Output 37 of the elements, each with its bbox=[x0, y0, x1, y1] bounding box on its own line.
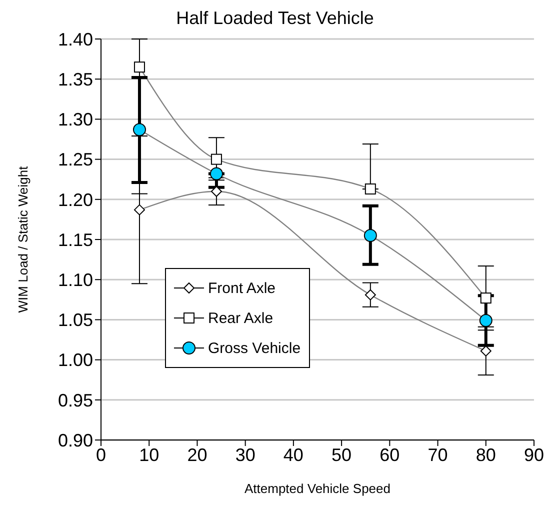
y-tick-label: 1.30 bbox=[58, 110, 93, 130]
chart-title: Half Loaded Test Vehicle bbox=[176, 8, 374, 28]
point bbox=[134, 62, 145, 73]
x-tick-label: 70 bbox=[428, 444, 448, 465]
point bbox=[132, 123, 146, 136]
x-tick-label: 10 bbox=[139, 444, 160, 465]
y-tick-label: 1.40 bbox=[58, 29, 93, 50]
y-tick-label: 1.20 bbox=[58, 190, 93, 210]
x-tick-label: 90 bbox=[524, 444, 544, 465]
y-tick-label: 1.15 bbox=[58, 230, 93, 250]
point bbox=[364, 183, 376, 194]
y-tick-label: 1.05 bbox=[58, 310, 93, 330]
x-tick-label: 50 bbox=[332, 444, 352, 465]
point bbox=[364, 228, 377, 242]
point bbox=[210, 186, 222, 197]
x-tick-label: 80 bbox=[476, 444, 496, 465]
legend-label: Front Axle bbox=[208, 280, 276, 296]
x-tick-label: 30 bbox=[235, 444, 256, 465]
x-tick-label: 60 bbox=[380, 444, 400, 465]
legend-label: Rear Axle bbox=[208, 310, 274, 326]
point bbox=[479, 314, 492, 327]
point bbox=[210, 167, 223, 180]
point bbox=[210, 154, 222, 165]
y-tick-label: 1.10 bbox=[58, 270, 93, 290]
point bbox=[364, 289, 376, 300]
x-tick-label: 0 bbox=[96, 444, 106, 465]
y-tick-label: 0.95 bbox=[58, 390, 93, 410]
y-tick-label: 0.90 bbox=[58, 430, 93, 450]
legend-label: Gross Vehicle bbox=[208, 340, 301, 356]
y-tick-label: 1.25 bbox=[58, 150, 93, 170]
y-axis-title: WIM Load / Static Weight bbox=[16, 166, 31, 313]
y-tick-label: 1.00 bbox=[58, 350, 93, 370]
x-tick-label: 40 bbox=[283, 444, 304, 465]
x-tick-label: 20 bbox=[187, 444, 208, 465]
x-axis-title: Attempted Vehicle Speed bbox=[244, 481, 390, 496]
y-tick-label: 1.35 bbox=[58, 69, 93, 90]
point bbox=[480, 292, 492, 304]
